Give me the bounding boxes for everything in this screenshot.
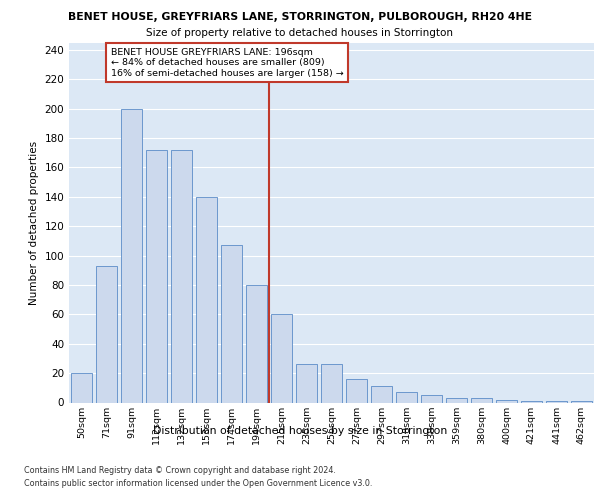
Bar [271, 314, 292, 402]
Bar [246, 285, 267, 403]
Bar [546, 401, 567, 402]
Bar [396, 392, 417, 402]
Text: Contains public sector information licensed under the Open Government Licence v3: Contains public sector information licen… [24, 479, 373, 488]
Bar [321, 364, 342, 403]
Bar [146, 150, 167, 403]
Bar [171, 150, 192, 403]
Bar [521, 401, 542, 402]
Bar [371, 386, 392, 402]
Text: Contains HM Land Registry data © Crown copyright and database right 2024.: Contains HM Land Registry data © Crown c… [24, 466, 336, 475]
Bar [571, 401, 592, 402]
Bar [496, 400, 517, 402]
Y-axis label: Number of detached properties: Number of detached properties [29, 140, 39, 304]
Text: BENET HOUSE, GREYFRIARS LANE, STORRINGTON, PULBOROUGH, RH20 4HE: BENET HOUSE, GREYFRIARS LANE, STORRINGTO… [68, 12, 532, 22]
Bar [446, 398, 467, 402]
Bar [121, 108, 142, 403]
Bar [96, 266, 117, 402]
Bar [296, 364, 317, 403]
Bar [221, 246, 242, 402]
Bar [71, 373, 92, 402]
Text: BENET HOUSE GREYFRIARS LANE: 196sqm
← 84% of detached houses are smaller (809)
1: BENET HOUSE GREYFRIARS LANE: 196sqm ← 84… [111, 48, 344, 78]
Bar [196, 197, 217, 402]
Bar [471, 398, 492, 402]
Bar [346, 379, 367, 402]
Text: Distribution of detached houses by size in Storrington: Distribution of detached houses by size … [153, 426, 447, 436]
Text: Size of property relative to detached houses in Storrington: Size of property relative to detached ho… [146, 28, 454, 38]
Bar [421, 395, 442, 402]
